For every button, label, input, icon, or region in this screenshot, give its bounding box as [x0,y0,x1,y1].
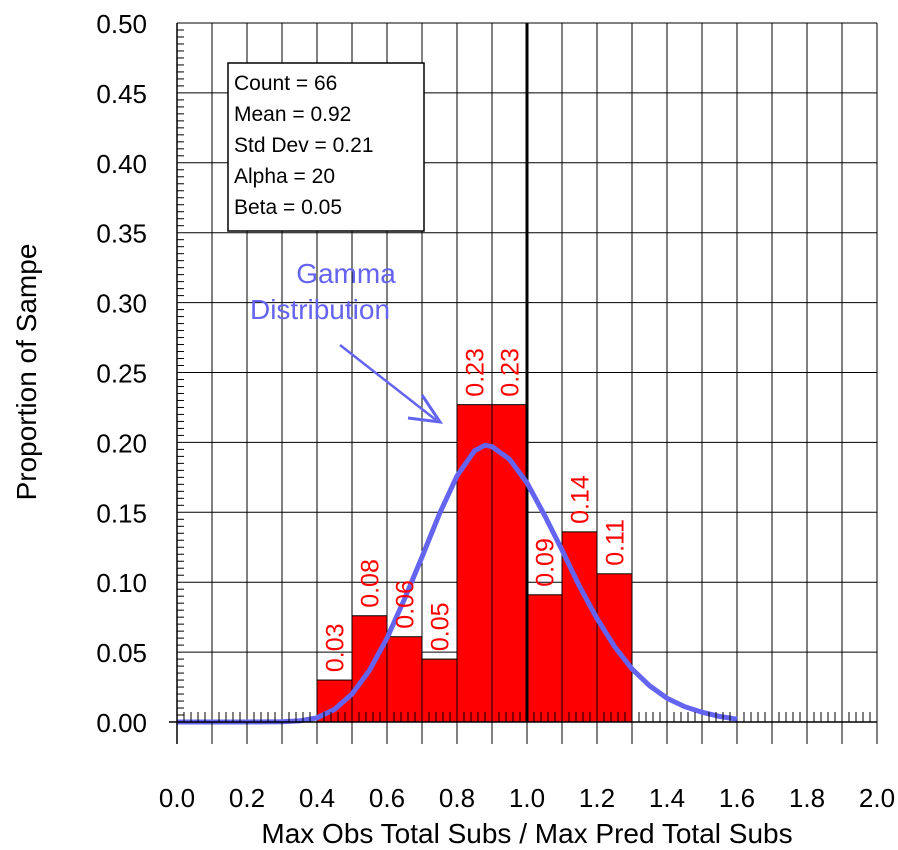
bar-value-label: 0.23 [462,348,490,397]
x-tick-label: 0.4 [299,783,335,813]
bar-value-label: 0.06 [392,580,420,629]
stats-count: Count = 66 [234,72,337,95]
x-tick-label: 2.0 [859,783,895,813]
y-tick-label: 0.25 [96,359,147,389]
bar-value-label: 0.05 [427,602,455,651]
bar-value-label: 0.08 [357,559,385,608]
stats-alpha: Alpha = 20 [234,165,335,188]
y-tick-label: 0.50 [96,9,147,39]
annotation-arrow-head [407,394,444,424]
histogram-bar [421,658,458,723]
histogram-bar [456,404,493,723]
stats-mean: Mean = 0.92 [234,103,351,126]
annotation-arrow-shaft [339,344,437,421]
x-tick-label: 1.4 [649,783,685,813]
x-tick-label: 1.6 [719,783,755,813]
y-tick-label: 0.10 [96,568,147,598]
bar-value-label: 0.11 [602,519,630,566]
stats-std-dev: Std Dev = 0.21 [234,134,374,157]
gamma-distribution-curve [177,442,738,725]
y-tick-label: 0.20 [96,428,147,458]
y-tick-label: 0.15 [96,498,147,528]
y-tick-label: 0.05 [96,638,147,668]
axis-ticks [169,23,878,744]
stats-box-frame [227,62,425,232]
y-tick-label: 0.45 [96,79,147,109]
x-axis-title: Max Obs Total Subs / Max Pred Total Subs [261,818,792,849]
x-tick-label: 0.2 [229,783,265,813]
y-tick-label: 0.35 [96,219,147,249]
y-tick-label: 0.40 [96,149,147,179]
annotation-line-1: Gamma [296,258,396,289]
annotation-line-2: Distribution [250,294,390,325]
x-tick-label: 1.0 [509,783,545,813]
x-tick-label: 1.2 [579,783,615,813]
y-tick-label: 0.00 [96,708,147,738]
histogram-bar [526,594,563,723]
bar-value-labels: 0.030.08 0.06 0.05 0.23 0.23 0.090.140.11 [322,348,630,672]
bar-value-label: 0.09 [532,538,560,587]
stats-beta: Beta = 0.05 [234,196,342,219]
x-tick-label: 0.0 [159,783,195,813]
x-tick-label: 0.8 [439,783,475,813]
bar-value-label: 0.14 [567,475,595,524]
bar-value-label: 0.03 [322,623,350,672]
y-axis-title: Proportion of Sampe [11,244,42,501]
histogram-bar [386,636,423,723]
tick-labels: 0.00 0.05 0.10 0.15 0.20 0.25 0.30 0.35 0.40 0.45… [96,9,895,813]
x-tick-label: 1.8 [789,783,825,813]
gamma-annotation: Gamma Distribution [250,258,444,424]
y-tick-label: 0.30 [96,289,147,319]
stats-box: Count = 66 Mean = 0.92 Std Dev = 0.21 Al… [227,62,425,232]
bar-value-label: 0.23 [497,348,525,397]
x-tick-label: 0.6 [369,783,405,813]
